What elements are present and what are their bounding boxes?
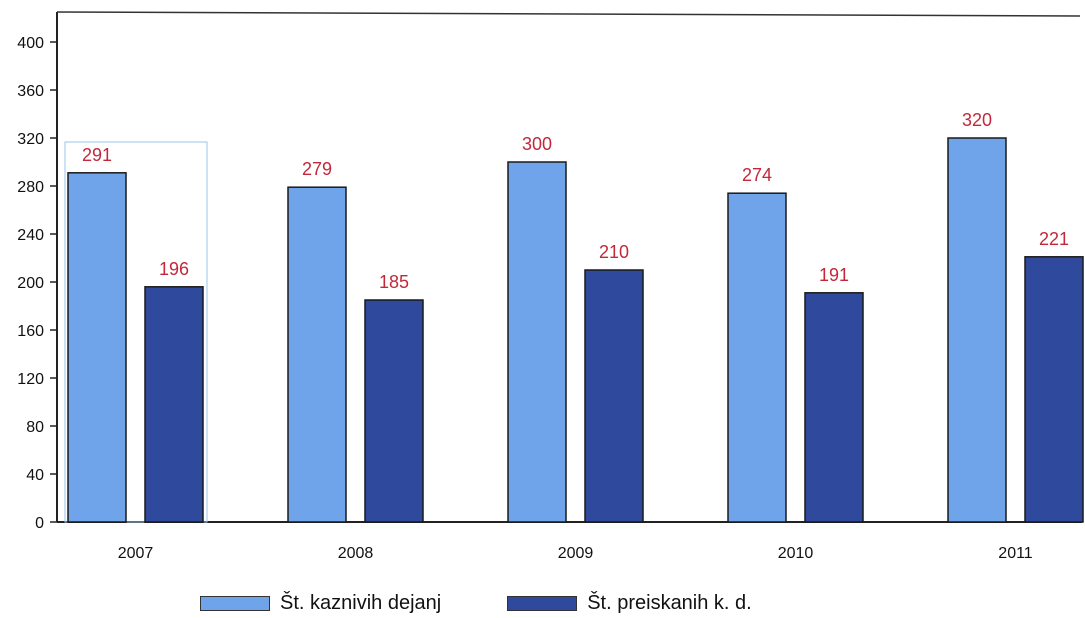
bar-t-preiskanih-k-d-2007 bbox=[144, 286, 204, 523]
top-border-line bbox=[56, 11, 1081, 17]
y-axis: 0 40 80 120 160 200 240 280 320 360 400 bbox=[17, 35, 57, 532]
data-label-t-kaznivih-dejanj-2011: 320 bbox=[962, 110, 992, 130]
data-label-t-kaznivih-dejanj-2009: 300 bbox=[522, 134, 552, 154]
bar-t-preiskanih-k-d-2011 bbox=[1024, 256, 1084, 523]
y-tick-label-120: 120 bbox=[17, 371, 44, 388]
data-label-t-kaznivih-dejanj-2007: 291 bbox=[82, 145, 112, 165]
y-tick-label-360: 360 bbox=[17, 83, 44, 100]
x-tick-label-2010: 2010 bbox=[778, 545, 814, 562]
bar-t-kaznivih-dejanj-2010 bbox=[727, 192, 787, 523]
x-axis: 2007 2008 2009 2010 2011 bbox=[118, 545, 1033, 562]
y-tick-label-320: 320 bbox=[17, 131, 44, 148]
x-tick-label-2009: 2009 bbox=[558, 545, 594, 562]
bar-t-preiskanih-k-d-2010 bbox=[804, 292, 864, 523]
bars bbox=[67, 137, 1084, 523]
legend-label-series1: Št. kaznivih dejanj bbox=[280, 592, 442, 614]
bar-t-kaznivih-dejanj-2007 bbox=[67, 172, 127, 523]
data-label-t-preiskanih-k-d-2010: 191 bbox=[819, 265, 849, 285]
data-labels: 291 196 279 185 300 210 274 191 320 221 bbox=[82, 110, 1069, 292]
legend-item-series2: Št. preiskanih k. d. bbox=[507, 592, 752, 615]
bar-t-preiskanih-k-d-2009 bbox=[584, 269, 644, 523]
y-tick-label-240: 240 bbox=[17, 227, 44, 244]
data-label-t-preiskanih-k-d-2009: 210 bbox=[599, 242, 629, 262]
bar-t-kaznivih-dejanj-2008 bbox=[287, 186, 347, 523]
x-tick-label-2007: 2007 bbox=[118, 545, 154, 562]
y-tick-label-280: 280 bbox=[17, 179, 44, 196]
legend: Št. kaznivih dejanj Št. preiskanih k. d. bbox=[200, 592, 818, 615]
y-tick-label-400: 400 bbox=[17, 35, 44, 52]
y-tick-label-160: 160 bbox=[17, 323, 44, 340]
data-label-t-kaznivih-dejanj-2010: 274 bbox=[742, 165, 772, 185]
bar-t-preiskanih-k-d-2008 bbox=[364, 299, 424, 523]
legend-swatch-series1 bbox=[200, 596, 270, 611]
legend-item-series1: Št. kaznivih dejanj bbox=[200, 592, 441, 615]
legend-swatch-series2 bbox=[507, 596, 578, 611]
bar-t-kaznivih-dejanj-2011 bbox=[947, 137, 1007, 523]
y-tick-label-80: 80 bbox=[26, 419, 44, 436]
x-tick-label-2008: 2008 bbox=[338, 545, 374, 562]
data-label-t-preiskanih-k-d-2008: 185 bbox=[379, 272, 409, 292]
data-label-t-preiskanih-k-d-2007: 196 bbox=[159, 259, 189, 279]
data-label-t-preiskanih-k-d-2011: 221 bbox=[1039, 229, 1069, 249]
highlight-box bbox=[64, 141, 208, 523]
y-tick-label-0: 0 bbox=[35, 515, 44, 532]
data-label-t-kaznivih-dejanj-2008: 279 bbox=[302, 159, 332, 179]
x-tick-label-2011: 2011 bbox=[998, 545, 1033, 562]
legend-label-series2: Št. preiskanih k. d. bbox=[587, 592, 752, 614]
y-tick-label-200: 200 bbox=[17, 275, 44, 292]
bar-chart: 0 40 80 120 160 200 240 280 320 360 400 291 196 279 1… bbox=[17, 11, 1084, 562]
bar-t-kaznivih-dejanj-2009 bbox=[507, 161, 567, 523]
y-tick-label-40: 40 bbox=[26, 467, 44, 484]
